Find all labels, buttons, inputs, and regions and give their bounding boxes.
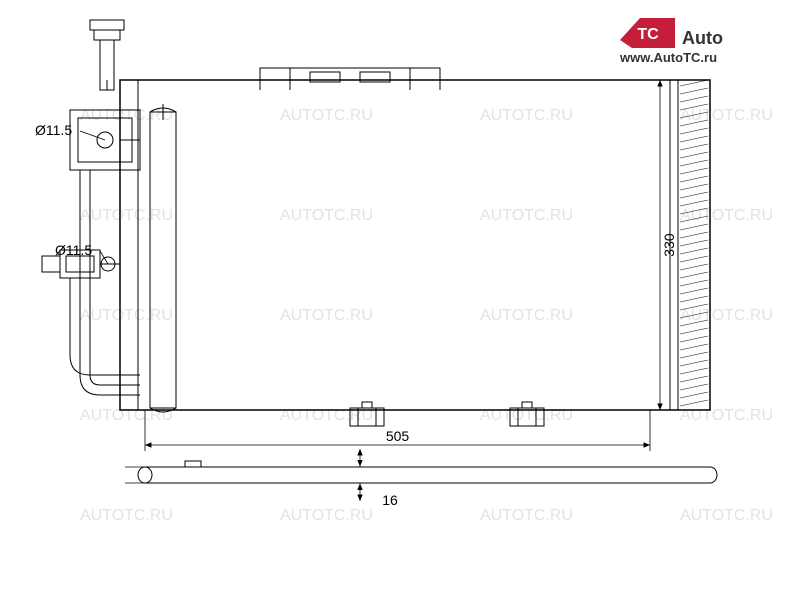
watermark: AUTOTC.RU (480, 207, 573, 224)
watermark: AUTOTC.RU (680, 507, 773, 524)
watermark: AUTOTC.RU (280, 107, 373, 124)
watermark: AUTOTC.RU (680, 307, 773, 324)
watermark: AUTOTC.RU (280, 307, 373, 324)
svg-text:Ø11.5: Ø11.5 (35, 122, 72, 138)
condenser-diagram: AUTOTC.RU AUTOTC.RU AUTOTC.RU AUTOTC.RU AUTO… (0, 0, 800, 600)
svg-text:www.AutoTC.ru: www.AutoTC.ru (619, 50, 717, 65)
svg-text:16: 16 (382, 492, 398, 508)
watermark: AUTOTC.RU (480, 307, 573, 324)
svg-text:505: 505 (386, 428, 410, 444)
svg-text:330: 330 (661, 233, 677, 257)
watermark: AUTOTC.RU (280, 507, 373, 524)
svg-text:Ø11.5: Ø11.5 (55, 242, 92, 258)
watermark: AUTOTC.RU (680, 107, 773, 124)
watermark: AUTOTC.RU (80, 507, 173, 524)
svg-text:Auto: Auto (682, 28, 723, 48)
watermark: AUTOTC.RU (680, 207, 773, 224)
watermark: AUTOTC.RU (80, 207, 173, 224)
watermark: AUTOTC.RU (480, 107, 573, 124)
watermark: AUTOTC.RU (80, 307, 173, 324)
svg-text:TC: TC (637, 26, 659, 43)
logo: TC Auto www.AutoTC.ru (619, 18, 723, 65)
watermark: AUTOTC.RU (280, 207, 373, 224)
watermark: AUTOTC.RU (480, 507, 573, 524)
